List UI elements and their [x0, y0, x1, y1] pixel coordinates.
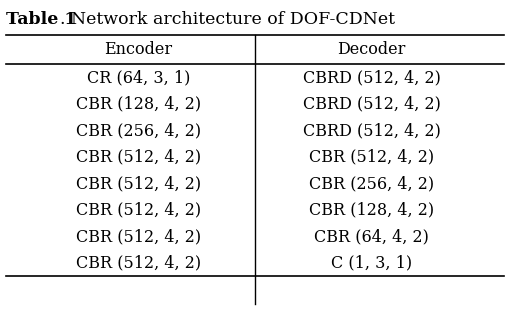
Text: CBRD (512, 4, 2): CBRD (512, 4, 2)	[302, 122, 440, 139]
Text: CBR (128, 4, 2): CBR (128, 4, 2)	[76, 96, 201, 113]
Text: CBRD (512, 4, 2): CBRD (512, 4, 2)	[302, 96, 440, 113]
Text: CBR (128, 4, 2): CBR (128, 4, 2)	[308, 202, 433, 219]
Text: CR (64, 3, 1): CR (64, 3, 1)	[87, 69, 190, 86]
Text: CBR (64, 4, 2): CBR (64, 4, 2)	[314, 228, 428, 245]
Text: Decoder: Decoder	[337, 41, 405, 58]
Text: Table 1: Table 1	[7, 11, 77, 28]
Text: CBR (512, 4, 2): CBR (512, 4, 2)	[308, 149, 433, 166]
Text: CBRD (512, 4, 2): CBRD (512, 4, 2)	[302, 69, 440, 86]
Text: CBR (512, 4, 2): CBR (512, 4, 2)	[76, 255, 201, 272]
Text: . Network architecture of DOF-CDNet: . Network architecture of DOF-CDNet	[60, 11, 394, 28]
Text: CBR (512, 4, 2): CBR (512, 4, 2)	[76, 202, 201, 219]
Text: CBR (256, 4, 2): CBR (256, 4, 2)	[308, 175, 433, 192]
Text: CBR (256, 4, 2): CBR (256, 4, 2)	[76, 122, 201, 139]
Text: Encoder: Encoder	[104, 41, 172, 58]
Text: CBR (512, 4, 2): CBR (512, 4, 2)	[76, 228, 201, 245]
Text: CBR (512, 4, 2): CBR (512, 4, 2)	[76, 175, 201, 192]
Text: C (1, 3, 1): C (1, 3, 1)	[330, 255, 411, 272]
Text: CBR (512, 4, 2): CBR (512, 4, 2)	[76, 149, 201, 166]
